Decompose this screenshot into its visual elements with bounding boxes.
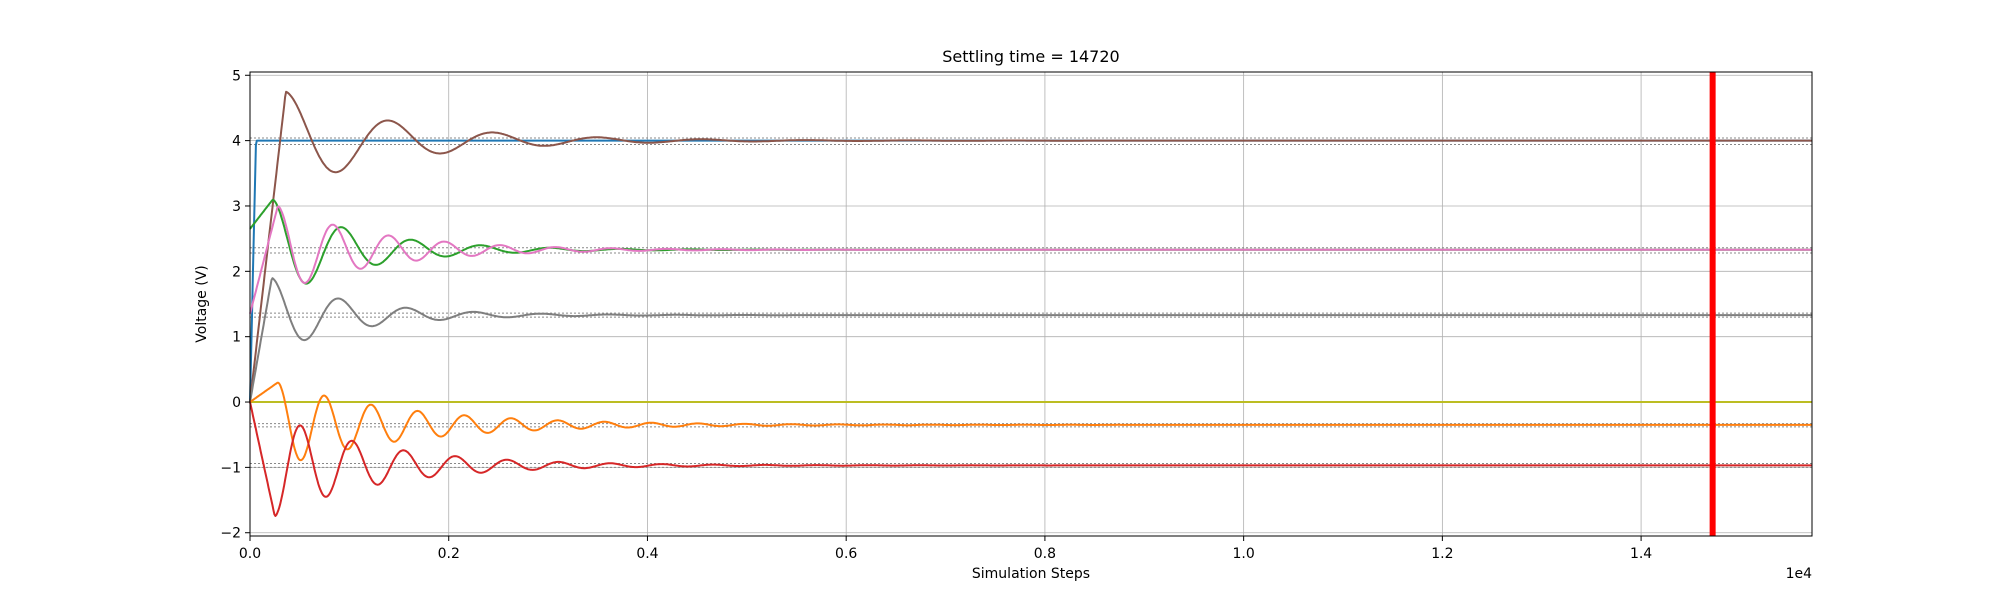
x-tick-label: 0.4 bbox=[636, 546, 658, 562]
y-tick-label: −2 bbox=[220, 526, 241, 542]
plot-frame bbox=[249, 71, 1813, 537]
y-tick-label: 5 bbox=[232, 68, 241, 84]
y-tick-label: 0 bbox=[232, 395, 241, 411]
x-axis-ticks: 0.0 0.2 0.4 0.6 0.8 1.0 1.2 1.4 bbox=[239, 536, 1652, 562]
series-line bbox=[249, 401, 1812, 517]
y-axis-ticks: −2 −1 0 1 2 3 4 5 bbox=[220, 68, 250, 542]
x-tick-label: 1.0 bbox=[1233, 546, 1255, 562]
y-tick-label: 2 bbox=[232, 264, 241, 280]
series-line bbox=[249, 205, 1812, 315]
x-tick-label: 1.2 bbox=[1431, 546, 1453, 562]
y-axis-label: Voltage (V) bbox=[194, 265, 210, 342]
x-tick-label: 0.6 bbox=[835, 546, 857, 562]
series-line bbox=[249, 277, 1812, 403]
series-line bbox=[249, 381, 1812, 462]
x-axis-offset-label: 1e4 bbox=[1786, 566, 1813, 582]
series-line bbox=[249, 90, 1812, 403]
x-tick-label: 0.0 bbox=[239, 546, 261, 562]
chart-title: Settling time = 14720 bbox=[942, 47, 1119, 66]
x-tick-label: 0.2 bbox=[438, 546, 460, 562]
x-tick-label: 1.4 bbox=[1630, 546, 1652, 562]
y-tick-label: −1 bbox=[220, 460, 241, 476]
x-tick-label: 0.8 bbox=[1034, 546, 1056, 562]
y-tick-label: 1 bbox=[232, 330, 241, 346]
y-tick-label: 3 bbox=[232, 199, 241, 215]
reference-levels bbox=[250, 137, 1812, 468]
x-axis-label: Simulation Steps bbox=[972, 566, 1090, 582]
series-layer bbox=[249, 90, 1812, 517]
y-tick-label: 4 bbox=[232, 134, 241, 150]
